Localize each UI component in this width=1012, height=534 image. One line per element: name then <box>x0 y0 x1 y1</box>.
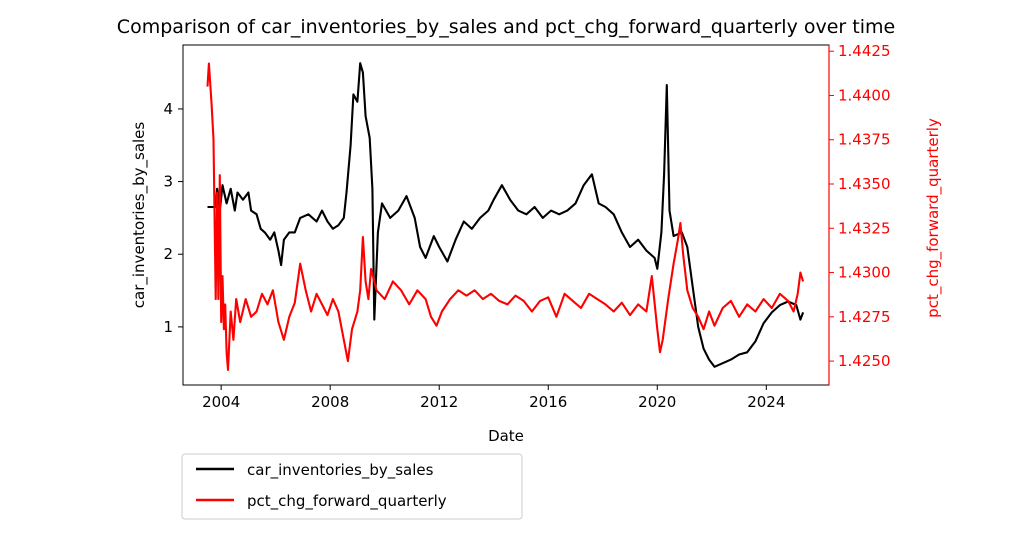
x-tick-label: 2020 <box>638 393 676 411</box>
y-axis-right-title: pct_chg_forward_quarterly <box>924 118 943 318</box>
y-left-tick-label: 1 <box>163 318 173 336</box>
y-left-tick-label: 2 <box>163 245 173 263</box>
legend-box <box>181 453 523 520</box>
series-line-pct-chg-forward-quarterly <box>206 62 805 371</box>
series-line-car-inventories-by-sales <box>207 62 805 368</box>
y-axis-left-title: car_inventories_by_sales <box>130 122 149 309</box>
y-right-tick-label: 1.4375 <box>838 131 891 149</box>
y-right-tick-label: 1.4425 <box>838 42 891 60</box>
y-right-tick-label: 1.4325 <box>838 219 891 237</box>
y-right-tick-label: 1.4350 <box>838 175 891 193</box>
legend: car_inventories_by_sales pct_chg_forward… <box>181 453 523 520</box>
x-tick-label: 2016 <box>529 393 567 411</box>
x-tick-label: 2024 <box>747 393 785 411</box>
y-left-tick-label: 3 <box>163 173 173 191</box>
y-axis-left: 1 2 3 4 <box>163 100 183 336</box>
plot-frame <box>182 44 830 386</box>
y-axis-right: 1.4250 1.4275 1.4300 1.4325 1.4350 1.4375 1.44… <box>828 42 891 385</box>
x-tick-label: 2008 <box>311 393 349 411</box>
y-right-tick-label: 1.4400 <box>838 86 891 104</box>
x-tick-label: 2004 <box>202 393 240 411</box>
y-right-tick-label: 1.4275 <box>838 308 891 326</box>
y-left-tick-label: 4 <box>163 100 173 118</box>
y-right-tick-label: 1.4300 <box>838 264 891 282</box>
legend-label-right-series: pct_chg_forward_quarterly <box>247 492 447 511</box>
chart-title: Comparison of car_inventories_by_sales a… <box>117 16 895 38</box>
x-tick-label: 2012 <box>420 393 458 411</box>
plot-area <box>206 62 805 371</box>
x-axis: 2004 2008 2012 2016 2020 2024 <box>202 385 785 411</box>
legend-label-left-series: car_inventories_by_sales <box>247 461 434 480</box>
y-right-tick-label: 1.4250 <box>838 352 891 370</box>
x-axis-title: Date <box>488 427 524 445</box>
